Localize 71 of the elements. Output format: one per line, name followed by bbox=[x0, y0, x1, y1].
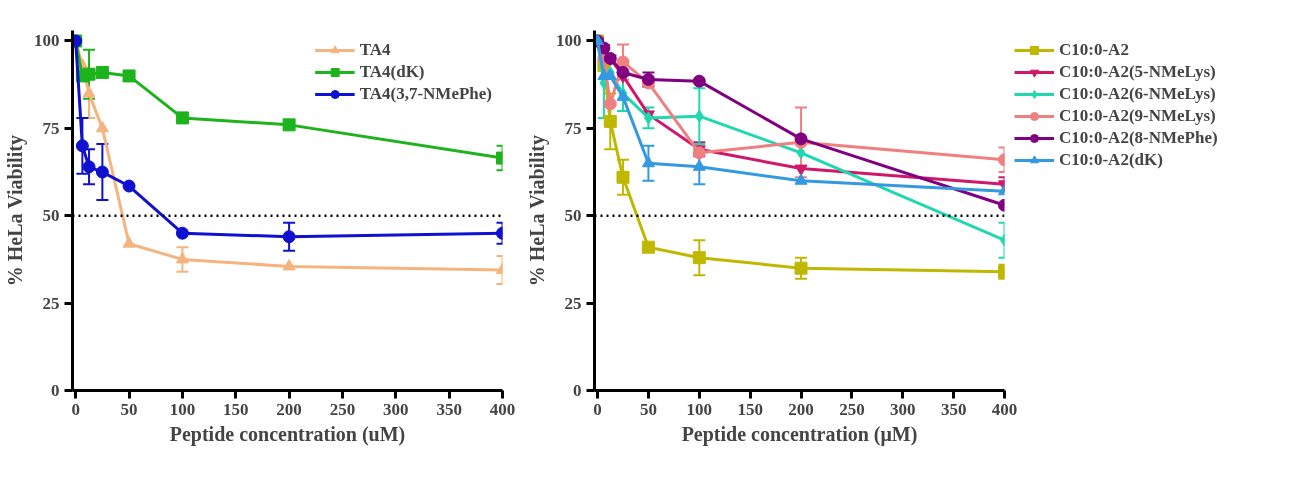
y-tick-label: 100 bbox=[34, 31, 60, 51]
x-tick-label: 400 bbox=[489, 399, 516, 419]
y-axis-title: % HeLa Viability bbox=[526, 135, 549, 287]
point bbox=[603, 114, 617, 128]
x-tick-label: 50 bbox=[639, 399, 657, 419]
point bbox=[122, 236, 136, 248]
point bbox=[692, 251, 706, 265]
x-tick-label: 350 bbox=[436, 399, 462, 419]
x-tick-label: 100 bbox=[686, 399, 713, 419]
point bbox=[282, 230, 296, 244]
point bbox=[616, 65, 630, 79]
x-axis-title: Peptide concentration (μM) bbox=[681, 422, 918, 446]
x-tick-label: 200 bbox=[276, 399, 302, 419]
point bbox=[82, 85, 96, 98]
legend-label: C10:0-A2(dK) bbox=[1059, 150, 1163, 170]
point bbox=[794, 164, 808, 176]
legend-label: TA4 bbox=[359, 40, 391, 60]
point bbox=[603, 97, 617, 111]
x-tick-label: 200 bbox=[788, 399, 814, 419]
x-tick-label: 250 bbox=[329, 399, 356, 419]
x-tick-label: 250 bbox=[839, 399, 865, 419]
point bbox=[794, 261, 808, 275]
point bbox=[692, 159, 706, 171]
legend-label: C10:0-A2(8-NMePhe) bbox=[1059, 128, 1218, 148]
point bbox=[282, 118, 296, 132]
y-tick-label: 100 bbox=[556, 31, 582, 51]
y-tick-label: 0 bbox=[573, 381, 582, 400]
point bbox=[641, 240, 655, 254]
x-tick-label: 0 bbox=[593, 399, 602, 419]
point bbox=[95, 165, 109, 179]
x-tick-label: 300 bbox=[890, 399, 916, 419]
y-tick-label: 75 bbox=[564, 118, 582, 138]
y-tick-label: 50 bbox=[42, 206, 60, 226]
point bbox=[641, 155, 655, 168]
x-tick-label: 350 bbox=[940, 399, 967, 419]
point bbox=[175, 226, 189, 240]
legend-label: C10:0-A2 bbox=[1059, 40, 1129, 60]
x-tick-label: 400 bbox=[991, 399, 1018, 419]
y-tick-label: 75 bbox=[42, 118, 60, 138]
x-tick-label: 300 bbox=[383, 399, 409, 419]
legend-label: TA4(dK) bbox=[359, 62, 425, 82]
x-tick-label: 100 bbox=[169, 399, 196, 419]
legend-label: C10:0-A2(6-NMeLys) bbox=[1059, 84, 1216, 104]
legend-label: C10:0-A2(9-NMeLys) bbox=[1059, 106, 1216, 126]
point bbox=[692, 74, 706, 88]
point bbox=[694, 109, 704, 123]
y-tick-label: 25 bbox=[42, 293, 60, 313]
point bbox=[82, 67, 96, 81]
point bbox=[122, 69, 136, 83]
point bbox=[95, 65, 109, 79]
x-tick-label: 0 bbox=[71, 399, 80, 419]
x-tick-label: 150 bbox=[737, 399, 763, 419]
point bbox=[75, 139, 89, 153]
y-tick-label: 50 bbox=[564, 206, 582, 226]
x-axis-title: Peptide concentration (uM) bbox=[169, 422, 406, 446]
point bbox=[122, 179, 136, 193]
y-axis-title: % HeLa Viability bbox=[4, 135, 27, 287]
point bbox=[95, 120, 109, 133]
point bbox=[82, 160, 96, 174]
point bbox=[175, 111, 189, 125]
y-tick-label: 25 bbox=[564, 293, 582, 313]
point bbox=[175, 252, 189, 264]
x-tick-label: 150 bbox=[223, 399, 249, 419]
point bbox=[794, 173, 808, 185]
point bbox=[796, 146, 806, 160]
point bbox=[282, 258, 296, 271]
point bbox=[616, 170, 630, 184]
legend-label: TA4(3,7-NMePhe) bbox=[359, 84, 492, 104]
legend-label: C10:0-A2(5-NMeLys) bbox=[1059, 62, 1216, 82]
y-tick-label: 0 bbox=[51, 381, 60, 400]
x-tick-label: 50 bbox=[120, 399, 138, 419]
